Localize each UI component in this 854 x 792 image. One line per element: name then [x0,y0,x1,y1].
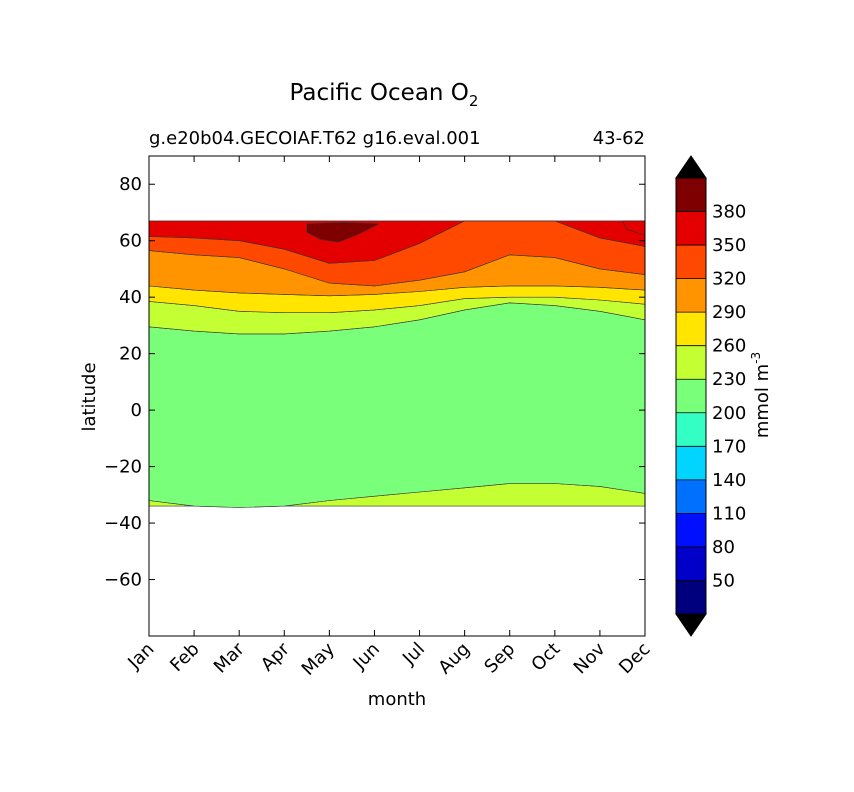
colorbar-segment [676,546,706,581]
colorbar-segment [676,278,706,313]
y-tick-label: −20 [104,457,142,478]
y-ticks: 80 60 40 20 0 −20 −40 −60 [104,174,645,591]
colorbar-segment [676,479,706,514]
y-tick-label: 20 [119,344,142,365]
colorbar-segment [676,379,706,413]
x-tick-label: Dec [615,639,654,678]
y-tick-label: −40 [104,513,142,534]
colorbar-tick-label: 320 [712,269,746,290]
colorbar-tick-label: 290 [712,302,746,323]
colorbar: 50 80 110 140 170 200 230 260 290 320 350 380 [675,155,746,637]
colorbar-tick-label: 140 [712,470,746,491]
colorbar-segment [676,412,706,447]
x-tick-label: Jan [123,639,158,674]
colorbar-tick-label: 170 [712,436,746,457]
colorbar-extend-max [675,155,707,179]
y-tick-label: 0 [131,400,142,421]
x-tick-label: Oct [527,639,564,676]
plot-frame [148,155,646,637]
colorbar-segment [676,580,706,614]
colorbar-segment [676,345,706,380]
colorbar-tick-label: 380 [712,202,746,223]
colorbar-tick-label: 50 [712,570,735,591]
chart-title: Pacific Ocean O2 [290,80,479,110]
chart-title-subscript: 2 [469,92,479,110]
x-axis-label: month [368,689,426,710]
x-tick-label: Aug [434,639,474,679]
contour-band-above-410 [306,222,380,243]
x-tick-label: May [298,638,339,679]
y-tick-label: 40 [119,287,142,308]
colorbar-segment [676,178,706,212]
colorbar-tick-label: 230 [712,369,746,390]
x-tick-label: Jul [398,639,429,670]
y-tick-label: 80 [119,174,142,195]
x-tick-label: Mar [210,638,249,677]
colorbar-tick-label: 200 [712,403,746,424]
colorbar-frame [675,177,707,615]
plot-area: Jan Feb Mar Apr May Jun Jul Aug Sep Oct Nov Dec 80 6… [104,155,655,680]
x-tick-label: Nov [570,638,610,678]
x-tick-label: Jun [349,639,384,674]
colorbar-tick-label: 350 [712,235,746,256]
colorbar-segment [676,513,706,547]
colorbar-tick-label: 110 [712,503,746,524]
contour-band-200-230 [148,302,646,508]
colorbar-segment [676,245,706,279]
x-tick-label: Apr [257,638,294,675]
y-tick-label: 60 [119,231,142,252]
y-axis-label: latitude [79,362,100,431]
colorbar-segment [676,312,706,346]
colorbar-extend-min [675,613,707,637]
colorbar-tick-label: 80 [712,537,735,558]
colorbar-segment [676,211,706,246]
colorbar-tick-label: 260 [712,336,746,357]
subtitle-right: 43-62 [593,128,645,149]
x-tick-label: Sep [480,639,519,678]
subtitle-left: g.e20b04.GECOIAF.T62 g16.eval.001 [149,128,481,149]
colorbar-label: mmol m-3 [749,352,773,438]
x-tick-label: Feb [166,639,203,676]
colorbar-label-superscript: -3 [749,352,763,364]
y-tick-label: −60 [104,570,142,591]
colorbar-segment [676,446,706,480]
contour-bands [148,220,646,508]
